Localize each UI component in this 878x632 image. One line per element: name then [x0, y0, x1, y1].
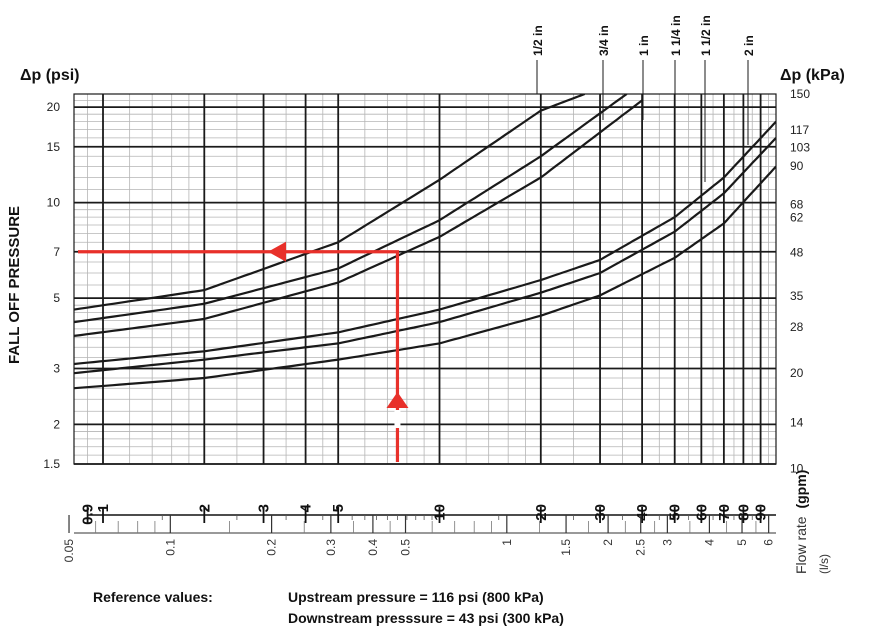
ls-tick-label: 0.1	[163, 539, 177, 556]
y-left-tick-label: 2	[53, 417, 60, 431]
gpm-tick-label: 2	[196, 504, 213, 512]
gpm-tick-label: 70	[716, 504, 733, 521]
gpm-tick-label: 40	[634, 504, 651, 521]
curve-label: 1 1/4 in	[669, 15, 683, 56]
ls-tick-label: 0.2	[265, 539, 279, 556]
ls-tick-label: 3	[660, 539, 674, 546]
curve-label: 1 1/2 in	[699, 15, 713, 56]
y-right-tick-label: 10	[790, 462, 804, 476]
ls-tick-label: 1.5	[559, 539, 573, 556]
y-right-tick-label: 20	[790, 366, 804, 380]
gpm-tick-label: 50	[667, 504, 684, 521]
curve-3-4-in	[74, 94, 628, 324]
x-axis-flow-text: Flow rate (gpm)	[793, 470, 809, 574]
y-left-tick-label: 3	[53, 362, 60, 376]
curves	[74, 94, 776, 390]
gpm-tick-label: 20	[533, 504, 550, 521]
x-axis-gpm-unit: (gpm)	[793, 470, 809, 509]
ls-tick-label: 4	[702, 539, 716, 546]
y-right-tick-label: 117	[790, 123, 809, 137]
x-axis-flow-label: Flow rate (gpm)	[793, 470, 809, 574]
y-right-tick-label: 35	[790, 289, 804, 303]
y-left-unit-label: Δp (psi)	[20, 67, 80, 84]
y-right-tick-label: 28	[790, 320, 804, 334]
gpm-tick-label: 30	[592, 504, 609, 521]
y-left-tick-label: 7	[53, 245, 60, 259]
ls-tick-label: 0.3	[324, 539, 338, 556]
axes: 1.52357101520101420283548626890103117150…	[43, 87, 810, 562]
curve-labels: 1/2 in 3/4 in 1 in 1 1/4 in 1 1/2 in 2 in	[531, 15, 756, 182]
plot-frame	[73, 93, 777, 465]
gpm-tick-label: 60	[693, 504, 710, 521]
annotation-arrows	[78, 241, 409, 462]
gpm-tick-label: 3	[256, 504, 273, 512]
gpm-tick-label: 5	[330, 504, 347, 512]
y-right-tick-label: 14	[790, 415, 804, 429]
gpm-tick-label: 90	[753, 504, 770, 521]
curve-label: 1 in	[637, 35, 651, 56]
curve-label: 2 in	[742, 35, 756, 56]
gpm-tick-label: 1	[95, 504, 112, 512]
y-right-tick-label: 68	[790, 198, 804, 212]
curve-1-1-4-in	[74, 120, 776, 366]
ls-tick-label: 0.5	[399, 539, 413, 556]
ls-tick-label: 5	[735, 539, 749, 546]
y-right-tick-label: 62	[790, 210, 804, 224]
x-axis-flow-rate: Flow rate	[793, 516, 809, 574]
ls-tick-label: 2	[601, 539, 615, 546]
ls-tick-label: 2.5	[634, 539, 648, 556]
y-right-tick-label: 48	[790, 246, 804, 260]
gpm-tick-label: 10	[432, 504, 449, 521]
y-right-tick-label: 150	[790, 87, 810, 101]
curve-2-in	[74, 165, 776, 390]
annotation-gap	[394, 410, 401, 428]
y-left-tick-label: 10	[47, 196, 61, 210]
y-right-tick-label: 103	[790, 140, 810, 154]
curve-1-in	[74, 99, 643, 337]
y-left-tick-label: 15	[47, 140, 61, 154]
x-axis-ls-label: (l/s)	[817, 554, 831, 574]
gpm-tick-label: 4	[298, 503, 315, 512]
y-right-unit-label: Δp (kPa)	[780, 67, 845, 84]
gpm-tick-label: 80	[735, 504, 752, 521]
minor-grid	[74, 93, 776, 464]
annotation-path	[78, 250, 400, 462]
y-left-tick-label: 1.5	[43, 457, 60, 471]
y-left-tick-label: 5	[53, 291, 60, 305]
annotation-arrow-left	[268, 241, 286, 262]
curve-1-2-in	[74, 94, 586, 311]
ls-tick-label: 1	[500, 539, 514, 546]
curve-label: 1/2 in	[531, 25, 545, 56]
annotation-arrow-up	[386, 392, 409, 408]
gpm-tick-label: 0.9	[80, 504, 97, 525]
major-grid	[74, 94, 776, 465]
ls-tick-label: 0.05	[62, 539, 76, 563]
y-axis-title: FALL OFF PRESSURE	[6, 206, 23, 364]
y-right-tick-label: 90	[790, 159, 804, 173]
y-left-tick-label: 20	[47, 100, 61, 114]
ls-tick-label: 0.4	[366, 539, 380, 556]
curve-label: 3/4 in	[597, 25, 611, 56]
ls-tick-label: 6	[762, 539, 776, 546]
curve-1-1-2-in	[74, 137, 776, 375]
